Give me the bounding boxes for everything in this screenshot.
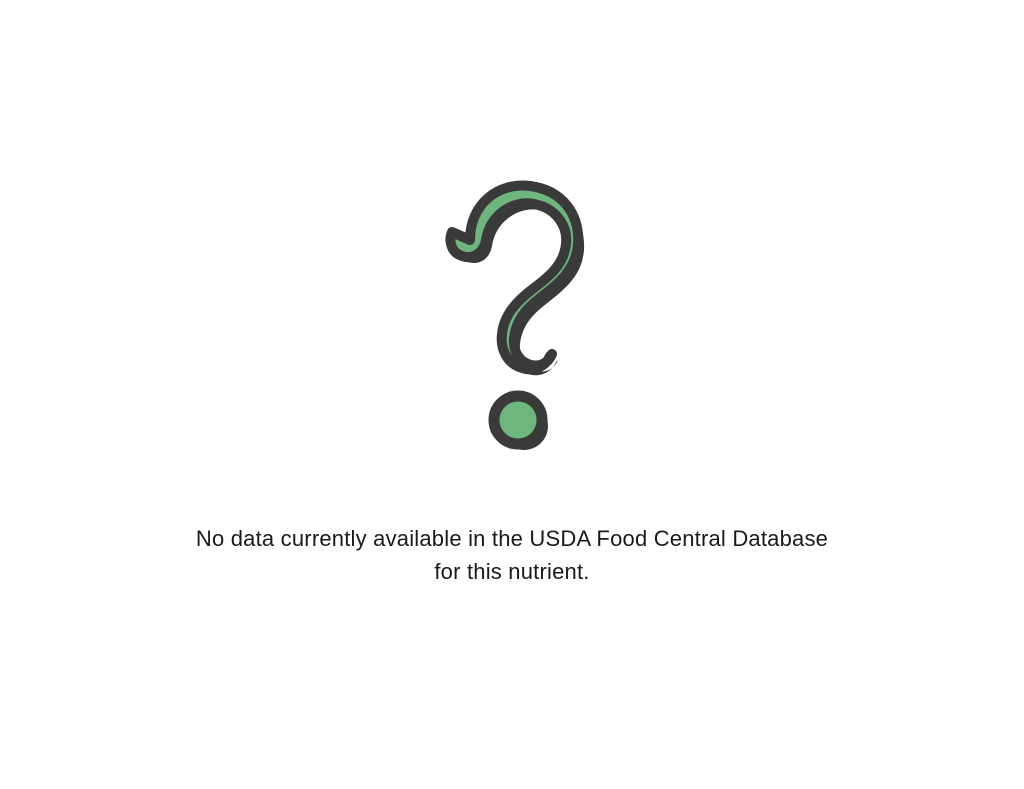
question-mark-icon bbox=[412, 162, 612, 482]
no-data-message: No data currently available in the USDA … bbox=[192, 522, 832, 588]
